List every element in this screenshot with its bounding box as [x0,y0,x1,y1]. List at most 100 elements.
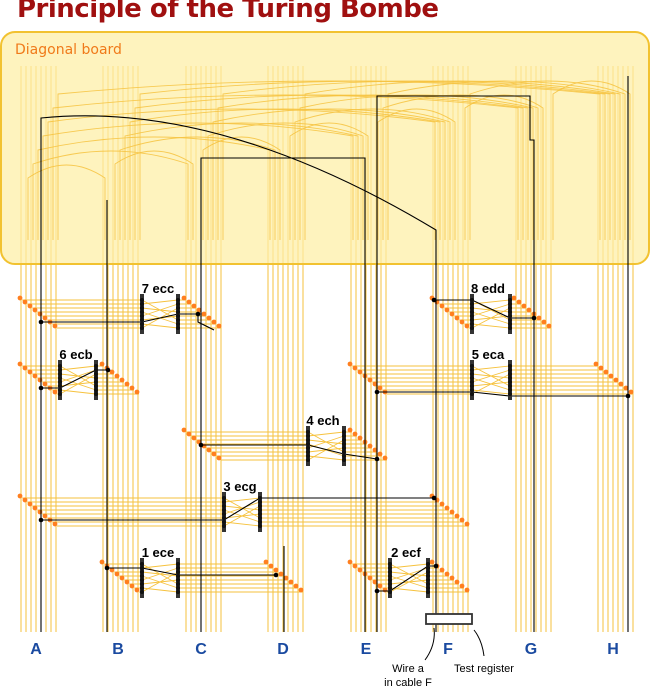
diagonal-arc-eg [382,94,539,240]
unit-8-right-dot-c [521,303,527,309]
unit-8-right-dot-d [526,307,532,313]
test-register-group [424,613,485,661]
unit-8-drum-1-contact-g [470,322,474,326]
unit-7-left-dot-c [27,303,33,309]
unit-7-cross-b [141,299,179,305]
unit-3-left-dot-e [37,509,43,515]
unit-6-drum-2-contact-d [94,376,98,380]
unit-2-drum-2-contact-c [426,570,430,574]
unit-1-right-dot-f [288,579,294,585]
diagonal-arc-cd [202,136,281,240]
unit-3-drum-2-contact-c [258,504,262,508]
page-title: Principle of the Turing Bombe [17,0,439,24]
unit-6-right-dot-a [99,361,105,367]
unit-5-drum-2-contact-d [508,376,512,380]
unit-8-right-dot-h [546,323,552,329]
unit-4-left-dot-b [186,431,192,437]
unit-8-drum-1-contact-b [470,302,474,306]
unit-8-drum-1-contact-f [470,318,474,322]
unit-6-drum-1-contact-f [58,384,62,388]
diagonal-arc-bc [114,150,194,240]
unit-3-drum-1-contact-h [222,524,226,528]
unit-5-drum-2-contact-a [508,364,512,368]
unit-5-left-dot-c [357,369,363,375]
unit-label-3: 3 ecg [223,479,256,494]
unit-6-left-dot-d [32,373,38,379]
wire-a-label-line2: in cable F [384,677,432,688]
unit-5-drum-1-contact-d [470,376,474,380]
unit-4-drum-1-contact-d [306,442,310,446]
unit-3-drum-1-contact-d [222,508,226,512]
unit-5-right-dot-e [613,377,619,383]
unit-8-drum-1-contact-d [470,310,474,314]
unit-2-right-dot-e [449,575,455,581]
current-path-segment-9 [41,369,108,389]
unit-2-left-dot-g [377,583,383,589]
unit-2-right-dot-c [439,567,445,573]
current-path-junction-16 [433,563,439,569]
unit-1-left-dot-c [109,567,115,573]
unit-3-right-dot-g [459,517,465,523]
unit-2-left-dot-e [367,575,373,581]
unit-3-drum-1-contact-a [222,496,226,500]
unit-1-left-dot-e [119,575,125,581]
unit-8-right-dot-f [536,315,542,321]
cable-label-a: A [30,641,42,658]
unit-1-drum-2-contact-d [176,574,180,578]
unit-6-drum-1-contact-e [58,380,62,384]
unit-5-drum-2-contact-c [508,372,512,376]
current-path-junction-14 [273,572,279,578]
unit-8-drum-2-contact-f [508,318,512,322]
diagonal-arc-ch [222,80,611,240]
unit-8-cross-h [471,307,511,329]
unit-5-left-dot-e [367,377,373,383]
unit-3-drum-2-contact-b [258,500,262,504]
unit-1-right-dot-c [273,567,279,573]
unit-3-drum-2-contact-g [258,520,262,524]
unit-4-right-dot-h [382,455,388,461]
unit-8-drum-2-contact-h [508,326,512,330]
current-path-junction-10 [374,456,380,462]
unit-2-drum-1-contact-g [388,586,392,590]
cable-label-g: G [525,641,537,658]
unit-2-drum-2-contact-e [426,578,430,582]
unit-8-drum-1-contact-h [470,326,474,330]
diagonal-arc-af [47,108,436,240]
unit-2-right-dot-a [429,559,435,565]
unit-5-right-dot-b [598,365,604,371]
unit-4-drum-2-contact-e [342,446,346,450]
unit-1-drum-1-contact-d [140,574,144,578]
unit-1-left-dot-g [129,583,135,589]
current-path-segment-7 [41,313,215,331]
unit-2-drum-1-contact-d [388,574,392,578]
unit-8-drum-2-contact-b [508,302,512,306]
unit-2-drum-2-contact-a [426,562,430,566]
unit-1-drum-1-contact-g [140,586,144,590]
unit-5-drum-1-contact-a [470,364,474,368]
current-path-segment-14 [377,565,436,592]
unit-2-drum-1-contact-f [388,582,392,586]
unit-7-drum-1-contact-e [140,314,144,318]
unit-8-drum-2-contact-d [508,310,512,314]
current-path-junction-1 [38,319,44,325]
unit-2-drum-1-contact-b [388,566,392,570]
unit-3-drum-1-contact-f [222,516,226,520]
diagonal-arc-dh [304,80,616,240]
unit-5-right-dot-a [593,361,599,367]
diagonal-arc-eh [387,80,621,240]
unit-8-drum-2-contact-a [508,298,512,302]
unit-1-left-dot-f [124,579,130,585]
unit-3-left-dot-h [52,521,58,527]
current-path-junction-5 [38,385,44,391]
labels: 7 ecc 8 edd 6 ecb 5 eca 4 ech 3 ecg 1 ec… [30,281,619,688]
diagonal-arc-fg [464,94,544,240]
unit-3-left-dot-a [17,493,23,499]
unit-7-drum-2-contact-h [176,326,180,330]
unit-7-right-dot-b [186,299,192,305]
scramblers [58,294,512,598]
current-path-junction-7 [374,389,380,395]
unit-5-right-dot-d [608,373,614,379]
unit-3-left-dot-f [42,513,48,519]
unit-1-right-dot-a [263,559,269,565]
unit-4-left-dot-h [216,455,222,461]
